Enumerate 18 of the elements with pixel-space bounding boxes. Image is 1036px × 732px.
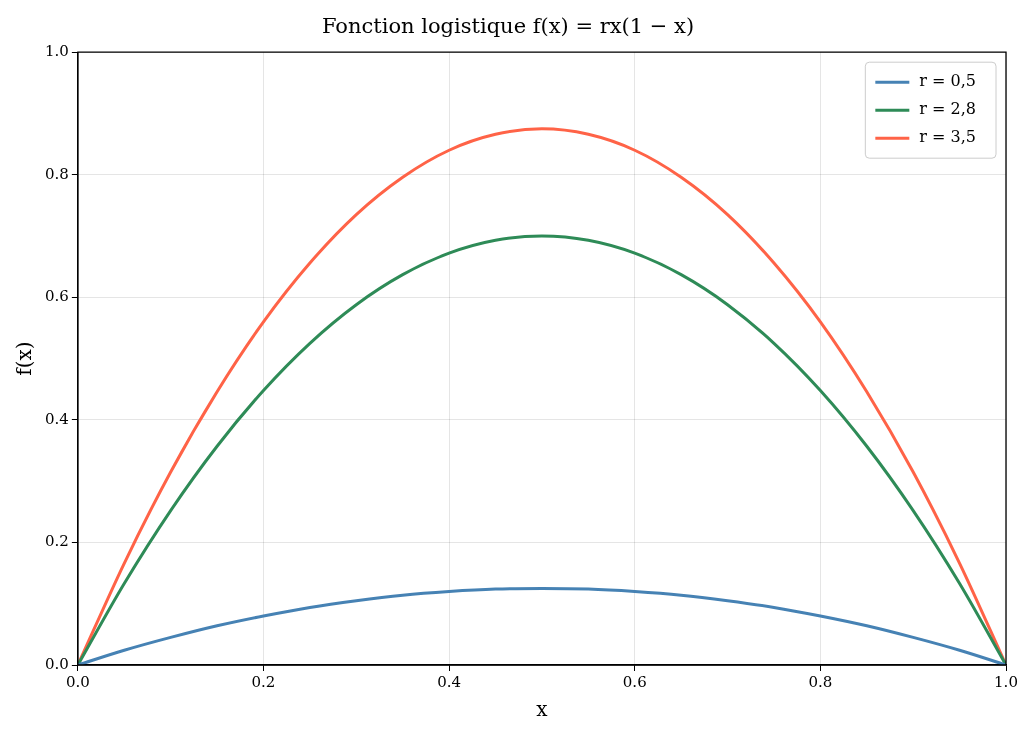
y-tick-label: 0.4: [45, 409, 69, 428]
y-tick-label: 1.0: [45, 42, 69, 61]
x-tick-label: 1.0: [994, 672, 1018, 691]
x-tick-label: 0.4: [437, 672, 462, 691]
legend-label: r = 2,8: [919, 99, 976, 119]
x-axis-title: x: [536, 697, 549, 722]
chart-title: Fonction logistique f(x) = rx(1 − x): [321, 14, 695, 39]
x-tick-label: 0.0: [65, 672, 90, 691]
y-tick-label: 0.8: [45, 164, 69, 183]
y-tick-label: 0.6: [45, 287, 69, 306]
x-tick-label: 0.6: [622, 672, 647, 691]
legend-label: r = 3,5: [919, 127, 976, 147]
x-tick-label: 0.8: [808, 672, 833, 691]
legend-label: r = 0,5: [919, 71, 976, 91]
y-axis-title: f(x): [12, 341, 37, 376]
y-tick-label: 0.2: [45, 532, 69, 551]
y-tick-label: 0.0: [45, 654, 69, 673]
x-tick-label: 0.2: [251, 672, 276, 691]
